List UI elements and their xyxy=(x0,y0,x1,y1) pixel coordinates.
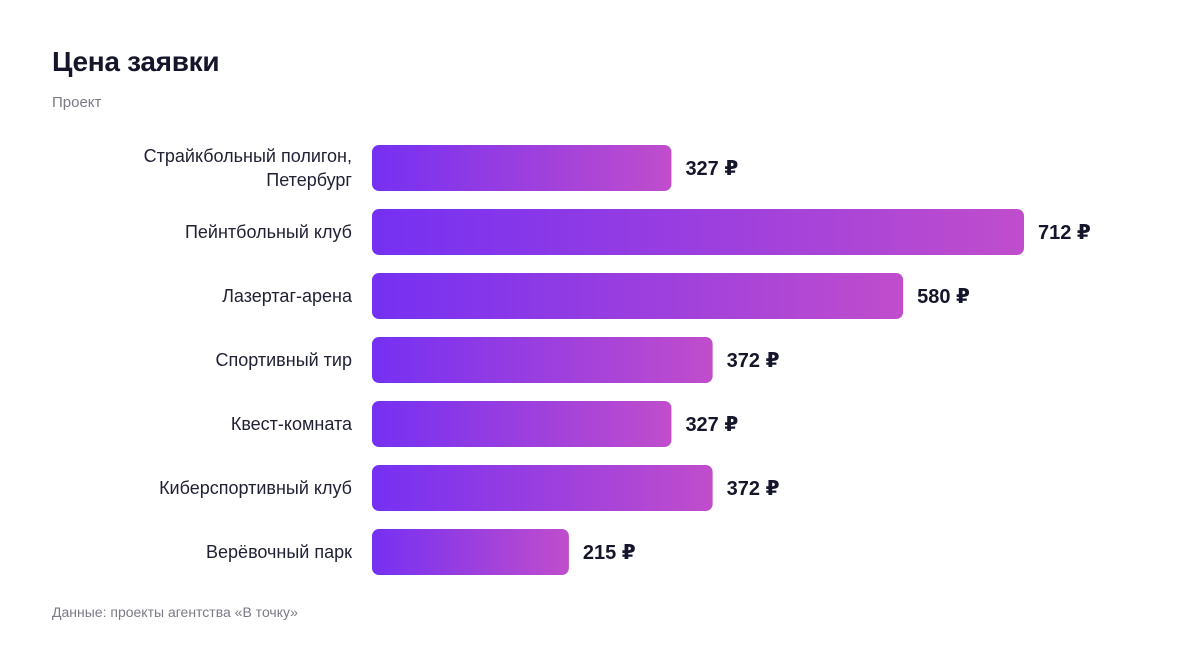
value-label-1: 712 ₽ xyxy=(1038,222,1091,244)
value-label-3: 372 ₽ xyxy=(727,350,780,372)
bar-5 xyxy=(372,465,713,511)
value-label-6: 215 ₽ xyxy=(583,542,636,564)
bars-group: 327 ₽ Страйкбольный полигон, Петербург 712 … xyxy=(144,145,1091,575)
category-label-line: Верёвочный парк xyxy=(206,542,352,562)
bar-0 xyxy=(372,145,672,191)
value-label-5: 372 ₽ xyxy=(727,478,780,500)
category-label-2: Лазертаг-арена xyxy=(222,286,353,306)
category-label-6: Верёвочный парк xyxy=(206,542,352,562)
bar-4 xyxy=(372,401,672,447)
category-label-1: Пейнтбольный клуб xyxy=(185,222,352,242)
value-label-4: 327 ₽ xyxy=(685,414,738,436)
category-label-line: Страйкбольный полигон, xyxy=(144,146,352,166)
source-note: Данные: проекты агентства «В точку» xyxy=(52,604,298,620)
category-label-line: Пейнтбольный клуб xyxy=(185,222,352,242)
category-label-line: Спортивный тир xyxy=(216,350,352,370)
category-label-line: Киберспортивный клуб xyxy=(159,478,352,498)
category-label-3: Спортивный тир xyxy=(216,350,352,370)
category-label-4: Квест-комната xyxy=(231,414,353,434)
bar-6 xyxy=(372,529,569,575)
category-label-line: Петербург xyxy=(266,170,352,190)
bar-2 xyxy=(372,273,904,319)
bar-1 xyxy=(372,209,1024,255)
value-label-0: 327 ₽ xyxy=(685,158,738,180)
category-label-0: Страйкбольный полигон, Петербург xyxy=(144,146,353,190)
value-label-2: 580 ₽ xyxy=(917,286,970,308)
bar-3 xyxy=(372,337,713,383)
chart-subtitle: Проект xyxy=(52,94,102,111)
category-label-5: Киберспортивный клуб xyxy=(159,478,352,498)
category-label-line: Лазертаг-арена xyxy=(222,286,353,306)
chart-title: Цена заявки xyxy=(52,46,220,77)
category-label-line: Квест-комната xyxy=(231,414,353,434)
